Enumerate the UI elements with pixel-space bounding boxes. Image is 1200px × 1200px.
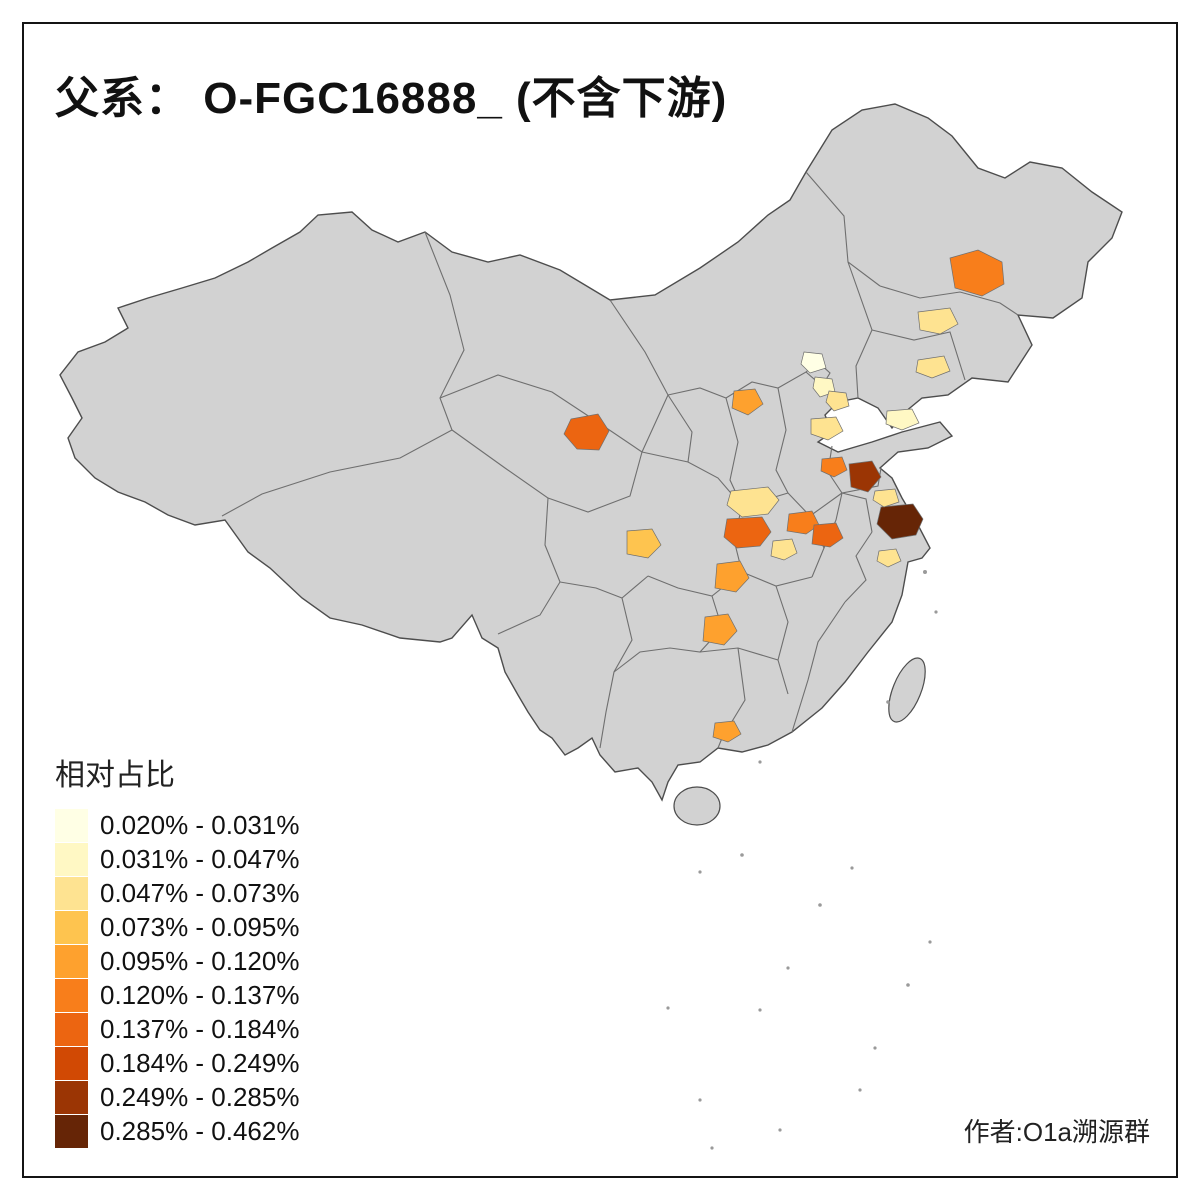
legend-label: 0.137% - 0.184% <box>100 1013 300 1044</box>
south-china-sea-islets <box>666 570 938 1150</box>
map-region <box>876 548 902 568</box>
map-region <box>723 516 772 549</box>
map-region <box>848 460 882 493</box>
legend-label: 0.047% - 0.073% <box>100 877 300 908</box>
legend-title: 相对占比 <box>55 759 175 792</box>
map-region <box>726 486 780 518</box>
legend-swatch <box>55 1080 88 1114</box>
map-region <box>949 249 1005 297</box>
province-borders <box>221 171 1019 749</box>
hainan-island <box>673 786 721 826</box>
credit-text: 作者:O1a溯源群 <box>963 1117 1150 1147</box>
legend-row: 0.095% - 0.120% <box>55 944 299 978</box>
legend-swatch <box>55 1114 88 1148</box>
legend-swatch <box>55 978 88 1012</box>
legend: 相对占比 0.020% - 0.031% 0.031% - 0.047% 0.047… <box>55 750 299 1148</box>
map-region <box>714 560 750 593</box>
map-region <box>917 307 959 335</box>
map-region <box>770 538 798 561</box>
map-region <box>626 528 662 559</box>
legend-row: 0.184% - 0.249% <box>55 1046 299 1080</box>
legend-label: 0.031% - 0.047% <box>100 843 300 874</box>
map-region <box>820 456 848 478</box>
legend-swatch <box>55 944 88 978</box>
taiwan-island <box>888 657 926 723</box>
map-region <box>712 720 742 743</box>
legend-label: 0.073% - 0.095% <box>100 911 300 942</box>
map-region <box>885 408 920 431</box>
mainland-shape <box>59 103 1123 802</box>
legend-swatch <box>55 808 88 842</box>
map-region <box>810 416 844 441</box>
legend-label: 0.249% - 0.285% <box>100 1081 300 1112</box>
legend-swatch <box>55 876 88 910</box>
legend-row: 0.031% - 0.047% <box>55 842 299 876</box>
legend-row: 0.073% - 0.095% <box>55 910 299 944</box>
legend-row: 0.020% - 0.031% <box>55 808 299 842</box>
map-region <box>876 503 924 540</box>
legend-swatch <box>55 842 88 876</box>
legend-swatch <box>55 1012 88 1046</box>
legend-row: 0.047% - 0.073% <box>55 876 299 910</box>
legend-row: 0.249% - 0.285% <box>55 1080 299 1114</box>
map-region <box>800 351 827 374</box>
map-region <box>872 488 900 508</box>
map-region <box>786 510 820 535</box>
legend-label: 0.095% - 0.120% <box>100 945 300 976</box>
highlighted-regions <box>563 249 1005 743</box>
page-title: 父系： O-FGC16888_ (不含下游) <box>55 74 728 123</box>
map-region <box>825 390 850 412</box>
legend-row: 0.120% - 0.137% <box>55 978 299 1012</box>
legend-rows: 0.020% - 0.031% 0.031% - 0.047% 0.047% - 0… <box>55 808 299 1148</box>
legend-swatch <box>55 910 88 944</box>
map-region <box>915 355 951 379</box>
map-region <box>563 413 610 451</box>
legend-swatch <box>55 1046 88 1080</box>
legend-label: 0.020% - 0.031% <box>100 809 300 840</box>
legend-label: 0.285% - 0.462% <box>100 1115 300 1146</box>
legend-row: 0.137% - 0.184% <box>55 1012 299 1046</box>
map-region <box>811 522 844 548</box>
legend-row: 0.285% - 0.462% <box>55 1114 299 1148</box>
map-region <box>731 388 764 416</box>
map-region <box>702 613 738 646</box>
legend-label: 0.184% - 0.249% <box>100 1047 300 1078</box>
legend-label: 0.120% - 0.137% <box>100 979 300 1010</box>
